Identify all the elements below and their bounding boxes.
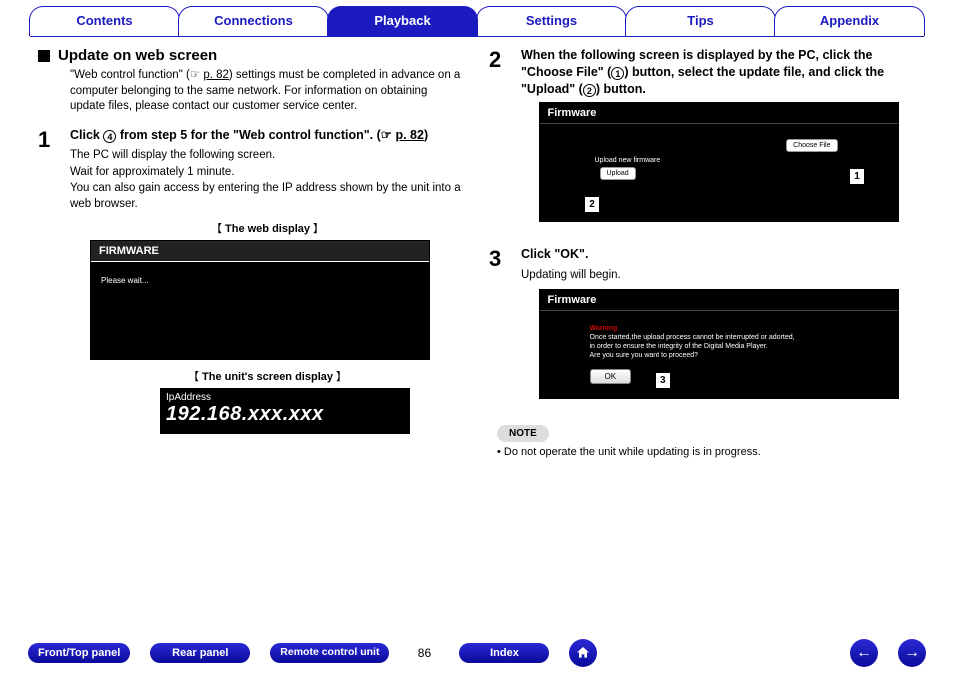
tab-tips[interactable]: Tips [625, 6, 776, 36]
choose-file-button[interactable]: Choose File [786, 139, 837, 152]
pointer-icon: ☞ [381, 128, 392, 142]
callout-1: 1 [846, 150, 868, 185]
step1-text3: You can also gain access by entering the… [70, 180, 465, 212]
link-p82[interactable]: p. 82 [203, 69, 229, 81]
step3-title: Click "OK". [521, 246, 916, 263]
step-3: 3 Click "OK". Updating will begin. Firmw… [489, 246, 916, 405]
step2-title: When the following screen is displayed b… [521, 47, 916, 98]
step-number: 3 [489, 246, 509, 405]
step1-title: Click 4 from step 5 for the "Web control… [70, 127, 465, 144]
upload-button[interactable]: Upload [600, 167, 636, 180]
tab-contents[interactable]: Contents [29, 6, 180, 36]
section-title: Update on web screen [58, 47, 217, 64]
caption-unit-display: The unit's screen display [70, 368, 465, 384]
left-column: Update on web screen "Web control functi… [38, 47, 465, 458]
section-header: Update on web screen [38, 47, 465, 64]
caption-web-display: The web display [70, 220, 465, 236]
step1-text2: Wait for approximately 1 minute. [70, 164, 465, 180]
bottom-nav: Front/Top panel Rear panel Remote contro… [0, 639, 954, 667]
firmware-panel-wait: FIRMWARE Please wait... [90, 240, 430, 360]
bullet-square-icon [38, 50, 50, 62]
link-p82-b[interactable]: p. 82 [395, 128, 424, 142]
front-top-panel-button[interactable]: Front/Top panel [28, 643, 130, 663]
tab-settings[interactable]: Settings [476, 6, 627, 36]
note-chip: NOTE [497, 425, 549, 442]
circled-2-icon: 2 [583, 84, 596, 97]
remote-control-button[interactable]: Remote control unit [270, 643, 389, 663]
panel-body: Please wait... [91, 266, 429, 295]
right-column: 2 When the following screen is displayed… [489, 47, 916, 458]
ip-label: IpAddress [166, 392, 404, 403]
firmware-panel-confirm: Firmware Warning Once started,the upload… [539, 289, 899, 399]
section-intro: "Web control function" (☞ p. 82) setting… [38, 68, 465, 127]
index-button[interactable]: Index [459, 643, 549, 663]
top-tabs: Contents Connections Playback Settings T… [0, 0, 954, 36]
ip-value: 192.168.xxx.xxx [166, 403, 404, 426]
divider [30, 36, 924, 37]
step1-text1: The PC will display the following screen… [70, 147, 465, 163]
prev-page-button[interactable]: ← [850, 639, 878, 667]
step-1: 1 Click 4 from step 5 for the "Web contr… [38, 127, 465, 434]
tab-playback[interactable]: Playback [327, 6, 478, 36]
next-page-button[interactable]: → [898, 639, 926, 667]
rear-panel-button[interactable]: Rear panel [150, 643, 250, 663]
callout-2: 2 [581, 180, 603, 213]
ok-button[interactable]: OK [590, 369, 632, 384]
step3-text: Updating will begin. [521, 267, 916, 283]
intro-text: "Web control function" ( [70, 69, 190, 81]
note-block: NOTE Do not operate the unit while updat… [489, 415, 916, 458]
panel-header: FIRMWARE [91, 241, 429, 262]
label-upload-new: Upload new firmware [595, 157, 661, 164]
circled-4-icon: 4 [103, 130, 116, 143]
step-number: 2 [489, 47, 509, 228]
page-number: 86 [409, 646, 439, 660]
home-icon[interactable] [569, 639, 597, 667]
tab-connections[interactable]: Connections [178, 6, 329, 36]
tab-appendix[interactable]: Appendix [774, 6, 925, 36]
step-2: 2 When the following screen is displayed… [489, 47, 916, 228]
panel-header: Firmware [540, 103, 898, 124]
warning-title: Warning [590, 324, 795, 333]
ip-address-panel: IpAddress 192.168.xxx.xxx [160, 388, 410, 434]
step-number: 1 [38, 127, 58, 434]
circled-1-icon: 1 [611, 67, 624, 80]
note-text: Do not operate the unit while updating i… [489, 446, 916, 458]
callout-3: ← 3 [639, 372, 671, 389]
warning-text: Warning Once started,the upload process … [590, 324, 795, 360]
pointer-icon: ☞ [190, 69, 200, 81]
panel-header: Firmware [540, 290, 898, 311]
